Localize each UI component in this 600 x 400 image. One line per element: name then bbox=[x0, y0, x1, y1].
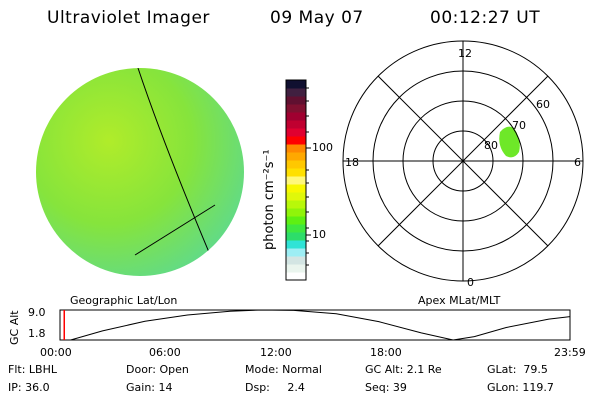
colorbar-swatch bbox=[286, 232, 306, 241]
earth-image bbox=[36, 68, 244, 276]
lat-label-80: 80 bbox=[484, 139, 498, 152]
colorbar-frame bbox=[285, 79, 307, 281]
colorbar-swatch bbox=[286, 176, 306, 185]
mlt-line bbox=[377, 75, 549, 247]
alt-plot-frame bbox=[59, 309, 571, 341]
info-field: Mode: Normal bbox=[245, 363, 322, 376]
info-field: GLat: 79.5 bbox=[487, 363, 548, 376]
colorbar-swatch bbox=[286, 168, 306, 177]
meridian-line bbox=[134, 204, 216, 256]
colorbar-swatch bbox=[286, 208, 306, 217]
colorbar-swatch bbox=[286, 216, 306, 225]
alt-xtick-4: 23:59 bbox=[554, 346, 586, 359]
colorbar-swatch bbox=[286, 200, 306, 209]
colorbar-swatch bbox=[286, 120, 306, 129]
colorbar-swatch bbox=[286, 248, 306, 257]
info-field: Seq: 39 bbox=[365, 381, 407, 394]
colorbar-swatch bbox=[286, 256, 306, 265]
colorbar-swatch bbox=[286, 144, 306, 153]
colorbar-swatch bbox=[286, 160, 306, 169]
colorbar-swatch bbox=[286, 224, 306, 233]
time-label: 00:12:27 UT bbox=[430, 8, 541, 28]
mlt-label-0: 0 bbox=[467, 276, 474, 289]
alt-ytick-min: 1.8 bbox=[28, 327, 46, 340]
colorbar-swatch bbox=[286, 240, 306, 249]
earth-label: Geographic Lat/Lon bbox=[70, 294, 178, 307]
polar-label: Apex MLat/MLT bbox=[418, 294, 501, 307]
polar-plot bbox=[342, 40, 584, 282]
date-label: 09 May 07 bbox=[270, 8, 364, 28]
colorbar-swatch bbox=[286, 104, 306, 113]
mlt-label-6: 6 bbox=[574, 156, 581, 169]
alt-xtick-2: 12:00 bbox=[260, 346, 292, 359]
colorbar-swatch bbox=[286, 272, 306, 281]
aurora-blob bbox=[499, 126, 520, 158]
info-field: Flt: LBHL bbox=[8, 363, 57, 376]
lat-label-60: 60 bbox=[536, 98, 550, 111]
colorbar-swatch bbox=[286, 80, 306, 89]
colorbar-label: photon cm⁻²s⁻¹ bbox=[262, 149, 277, 250]
colorbar-swatch bbox=[286, 136, 306, 145]
alt-ytick-max: 9.0 bbox=[28, 306, 46, 319]
alt-ylabel: GC Alt bbox=[8, 310, 21, 345]
alt-xtick-1: 06:00 bbox=[149, 346, 181, 359]
colorbar-tick-10: 10 bbox=[312, 228, 326, 241]
colorbar-swatch bbox=[286, 128, 306, 137]
lat-label-70: 70 bbox=[512, 119, 526, 132]
colorbar-swatch bbox=[286, 88, 306, 97]
info-field: GC Alt: 2.1 Re bbox=[365, 363, 442, 376]
info-field: GLon: 119.7 bbox=[487, 381, 554, 394]
mlt-label-18: 18 bbox=[345, 156, 359, 169]
info-field: Dsp: 2.4 bbox=[245, 381, 305, 394]
colorbar bbox=[285, 79, 311, 281]
info-field: IP: 36.0 bbox=[8, 381, 50, 394]
colorbar-swatch bbox=[286, 264, 306, 273]
colorbar-swatch bbox=[286, 192, 306, 201]
alt-xtick-3: 18:00 bbox=[370, 346, 402, 359]
colorbar-swatch bbox=[286, 152, 306, 161]
info-field: Door: Open bbox=[126, 363, 189, 376]
colorbar-swatch bbox=[286, 184, 306, 193]
colorbar-swatch bbox=[286, 96, 306, 105]
info-field: Gain: 14 bbox=[126, 381, 173, 394]
altitude-plot bbox=[59, 309, 571, 341]
alt-xtick-0: 00:00 bbox=[40, 346, 72, 359]
colorbar-tick-100: 100 bbox=[312, 141, 333, 154]
mlt-label-12: 12 bbox=[458, 47, 472, 60]
instrument-title: Ultraviolet Imager bbox=[47, 8, 210, 28]
alt-series-line bbox=[70, 309, 571, 341]
earth-disk bbox=[36, 68, 244, 276]
colorbar-swatch bbox=[286, 112, 306, 121]
